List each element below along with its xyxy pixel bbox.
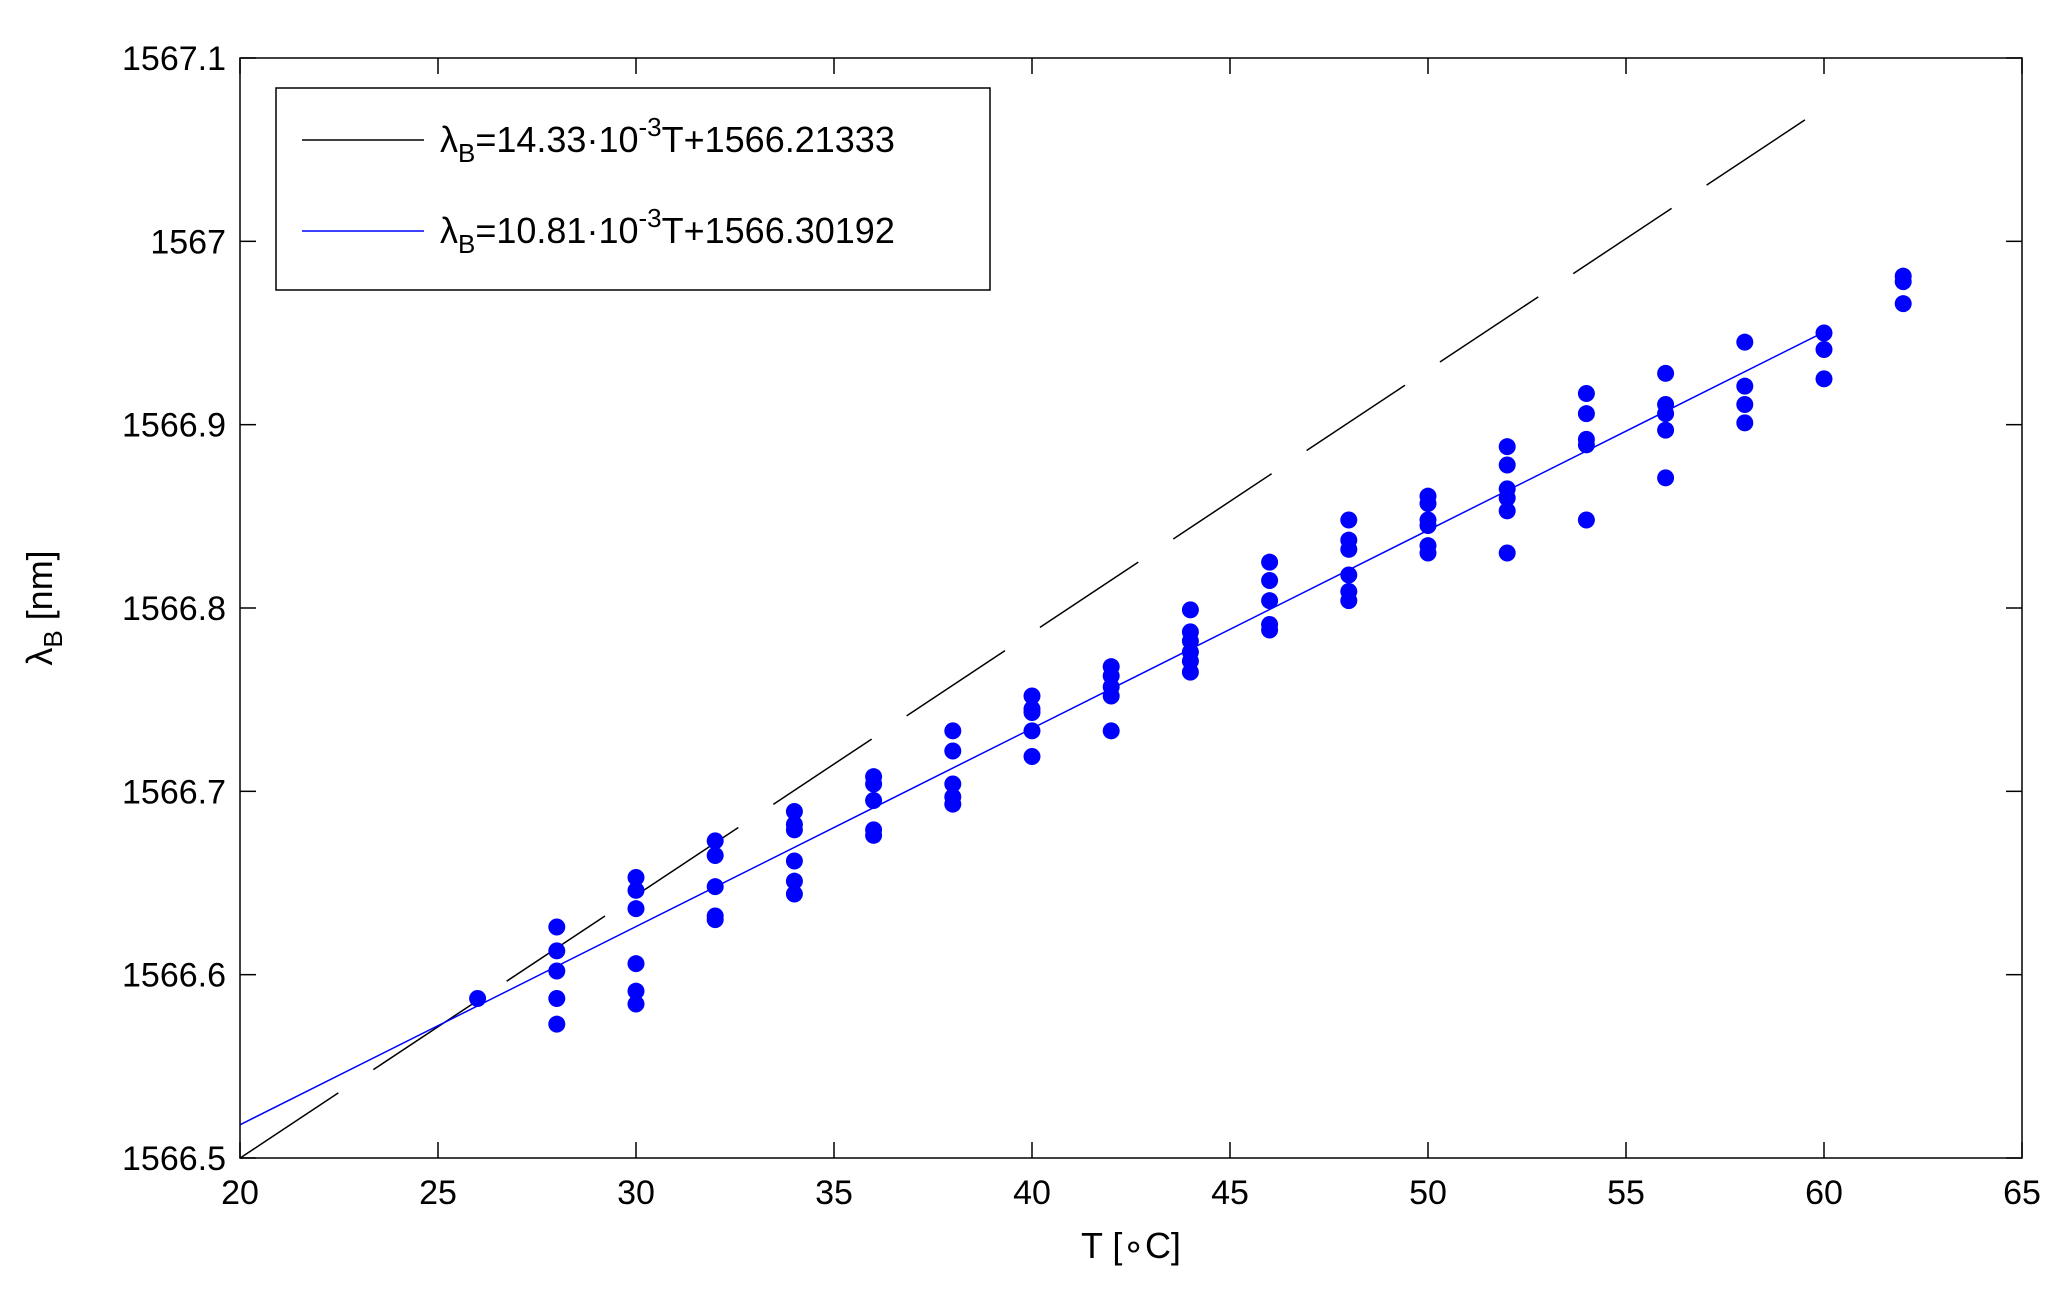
y-tick-label: 1566.8 bbox=[122, 590, 226, 628]
x-tick-label: 50 bbox=[1409, 1174, 1447, 1212]
data-point bbox=[627, 955, 645, 973]
data-point bbox=[1419, 495, 1437, 512]
data-point bbox=[865, 775, 883, 793]
x-axis-label: T [∘C] bbox=[1081, 1225, 1181, 1266]
data-point bbox=[1577, 511, 1595, 529]
y-axis-label: λB [nm] bbox=[19, 550, 68, 665]
data-point bbox=[785, 821, 803, 839]
data-point bbox=[1261, 592, 1279, 610]
data-point bbox=[1577, 385, 1595, 402]
data-point bbox=[706, 832, 724, 850]
x-tick-label: 65 bbox=[2003, 1174, 2041, 1212]
data-point bbox=[785, 852, 803, 870]
data-point bbox=[1736, 377, 1754, 395]
data-point bbox=[1498, 456, 1516, 474]
data-point bbox=[1261, 621, 1279, 639]
y-tick-label: 1566.7 bbox=[122, 773, 226, 811]
data-point bbox=[1498, 489, 1516, 507]
data-point bbox=[1498, 502, 1516, 520]
data-point bbox=[1815, 341, 1833, 358]
data-point bbox=[1657, 364, 1675, 382]
data-point bbox=[1736, 414, 1754, 432]
data-point bbox=[785, 803, 803, 820]
y-tick-label: 1566.5 bbox=[122, 1140, 226, 1178]
data-point bbox=[785, 885, 803, 903]
data-point bbox=[627, 995, 645, 1013]
data-point bbox=[944, 742, 962, 760]
data-point bbox=[1181, 663, 1199, 681]
data-point bbox=[1261, 572, 1279, 589]
data-point bbox=[548, 942, 566, 960]
data-point bbox=[1261, 553, 1279, 571]
data-point bbox=[1657, 405, 1675, 423]
data-point bbox=[627, 900, 645, 918]
data-point bbox=[1419, 517, 1437, 534]
data-point bbox=[865, 792, 883, 809]
data-point bbox=[865, 826, 883, 844]
x-tick-label: 20 bbox=[221, 1174, 259, 1212]
data-point bbox=[1657, 421, 1675, 439]
data-point bbox=[1657, 469, 1675, 487]
x-tick-label: 40 bbox=[1013, 1174, 1051, 1212]
axis-ticks: 20 25 30 35 40 45 50 55 60 65 1566.5 1566.6 1566.7 15… bbox=[122, 40, 2041, 1212]
x-tick-label: 35 bbox=[815, 1174, 853, 1212]
x-tick-label: 30 bbox=[617, 1174, 655, 1212]
data-point bbox=[1577, 436, 1595, 454]
data-point bbox=[1815, 370, 1833, 388]
data-point bbox=[1023, 748, 1041, 765]
data-point bbox=[1023, 687, 1041, 705]
data-point bbox=[1340, 511, 1358, 529]
data-point bbox=[1181, 601, 1199, 619]
data-point bbox=[1340, 592, 1358, 610]
data-point bbox=[706, 847, 724, 864]
data-point bbox=[1894, 273, 1912, 291]
y-tick-label: 1567.1 bbox=[122, 40, 226, 78]
data-point bbox=[1340, 566, 1358, 584]
data-point bbox=[548, 990, 566, 1007]
legend: λB=14.33·10-3T+1566.21333 λB=10.81·10-3T… bbox=[275, 87, 991, 291]
data-point bbox=[1736, 333, 1754, 351]
data-point bbox=[1815, 324, 1833, 342]
data-point bbox=[548, 962, 566, 980]
data-point bbox=[627, 869, 645, 886]
data-point bbox=[1102, 722, 1120, 740]
data-point bbox=[706, 911, 724, 929]
x-tick-label: 55 bbox=[1607, 1174, 1645, 1212]
data-point bbox=[944, 775, 962, 793]
data-point bbox=[1498, 438, 1516, 456]
data-point bbox=[1894, 295, 1912, 313]
data-point bbox=[1419, 544, 1437, 562]
x-tick-label: 60 bbox=[1805, 1174, 1843, 1212]
data-point bbox=[706, 878, 724, 896]
y-tick-label: 1566.9 bbox=[122, 407, 226, 445]
legend-label-dashed-fit: λB=14.33·10-3T+1566.21333 bbox=[440, 112, 895, 168]
data-point bbox=[1498, 544, 1516, 562]
plot-layer bbox=[239, 106, 1912, 1159]
x-tick-label: 25 bbox=[419, 1174, 457, 1212]
data-point bbox=[944, 722, 962, 740]
legend-label-solid-fit: λB=10.81·10-3T+1566.30192 bbox=[440, 203, 895, 259]
data-point bbox=[1023, 704, 1041, 721]
data-point bbox=[469, 990, 487, 1007]
legend-box bbox=[275, 87, 991, 291]
data-point bbox=[1577, 405, 1595, 423]
data-point bbox=[548, 918, 566, 936]
data-point bbox=[944, 795, 962, 813]
data-point bbox=[1023, 722, 1041, 740]
data-point bbox=[548, 1015, 566, 1033]
data-point bbox=[627, 881, 645, 899]
x-tick-label: 45 bbox=[1211, 1174, 1249, 1212]
data-point bbox=[627, 982, 645, 1000]
data-point bbox=[785, 872, 803, 890]
data-point bbox=[1102, 687, 1120, 705]
data-point bbox=[1340, 540, 1358, 558]
data-point bbox=[1736, 396, 1754, 413]
y-tick-label: 1566.6 bbox=[122, 957, 226, 995]
y-tick-label: 1567 bbox=[150, 223, 226, 261]
